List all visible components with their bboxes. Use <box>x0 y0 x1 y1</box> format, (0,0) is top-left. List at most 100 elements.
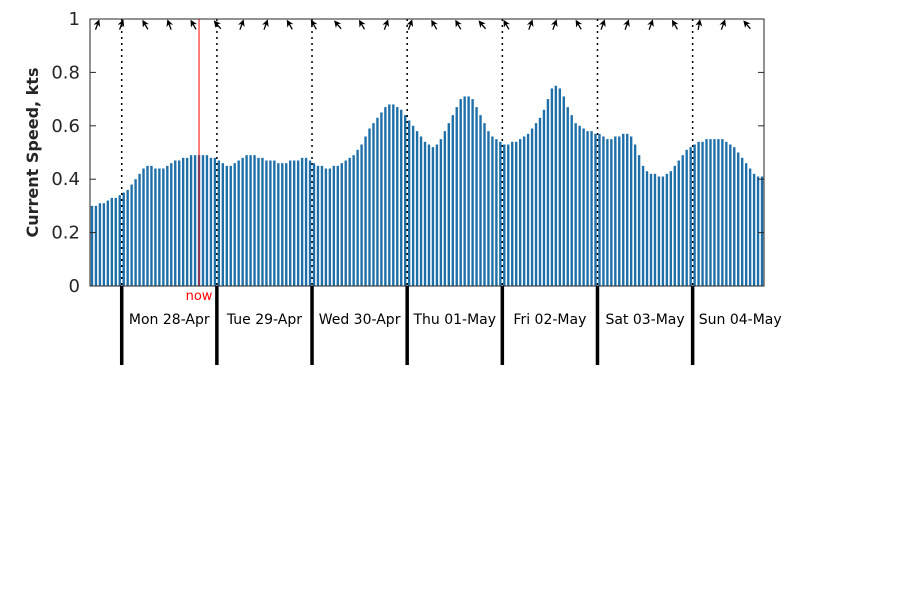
speed-bar <box>241 157 244 286</box>
speed-bar <box>479 115 482 287</box>
current-direction-arrow <box>359 19 366 30</box>
arrow-head <box>117 19 125 28</box>
speed-bar <box>507 144 510 286</box>
arrow-head <box>286 19 294 28</box>
current-direction-arrow <box>743 20 751 30</box>
speed-bar <box>562 96 565 287</box>
y-axis-ticks: 0 0.2 0.4 0.6 0.8 1 <box>51 9 764 297</box>
y-tick-label: 0.8 <box>51 62 80 83</box>
speed-bar <box>162 168 165 286</box>
speed-bar <box>150 165 153 286</box>
day-axis: Mon 28-Apr Tue 29-Apr Wed 30-Apr Thu 01-May… <box>119 286 782 365</box>
speed-bar <box>487 131 490 286</box>
speed-bar <box>467 96 470 287</box>
now-marker: now <box>186 19 213 304</box>
speed-bar <box>669 171 673 286</box>
speed-bar <box>689 147 692 286</box>
current-direction-arrow <box>93 19 101 30</box>
speed-bar <box>423 141 427 286</box>
speed-bar <box>491 136 494 286</box>
speed-bar <box>415 131 419 286</box>
speed-bar <box>483 123 486 286</box>
speed-bar <box>542 109 546 286</box>
direction-arrows <box>93 19 751 31</box>
speed-bar <box>277 163 280 286</box>
speed-bar <box>518 139 522 286</box>
current-direction-arrow <box>166 19 174 30</box>
arrow-head <box>695 19 703 27</box>
y-tick-label: 0.4 <box>51 169 80 190</box>
speed-bar <box>499 141 502 286</box>
speed-bar <box>94 205 98 286</box>
speed-bar <box>554 85 558 286</box>
speed-bar <box>602 136 605 286</box>
arrow-head <box>431 19 438 28</box>
current-direction-arrow <box>695 19 703 31</box>
speed-bar <box>360 144 363 286</box>
speed-bar <box>296 160 300 286</box>
speed-bar <box>697 141 700 286</box>
speed-bar <box>606 139 609 286</box>
speed-bar <box>594 133 597 286</box>
speed-bar <box>578 125 581 286</box>
speed-bar <box>657 176 661 286</box>
speed-bar <box>126 189 129 286</box>
current-direction-arrow <box>382 19 390 30</box>
current-direction-arrow <box>647 19 654 30</box>
speed-bar <box>380 112 383 286</box>
speed-bar <box>610 139 613 286</box>
speed-bar <box>142 168 145 286</box>
speed-bar <box>629 136 633 286</box>
speed-bar <box>637 155 641 286</box>
arrow-head <box>743 20 751 29</box>
speed-bar <box>170 163 173 286</box>
day-label: Tue 29-Apr <box>226 312 302 328</box>
y-tick-label: 1 <box>69 9 80 30</box>
speed-bar <box>582 128 585 286</box>
speed-bar <box>511 141 514 286</box>
arrow-head <box>599 19 606 28</box>
speed-bar <box>701 141 704 286</box>
speed-bar <box>269 160 272 286</box>
current-direction-arrow <box>334 20 342 30</box>
speed-bar <box>451 115 454 287</box>
speed-bar <box>146 165 149 286</box>
speed-bar <box>249 155 252 286</box>
speed-bar <box>233 163 236 286</box>
current-direction-arrow <box>142 19 149 30</box>
speed-bar <box>681 155 684 286</box>
speed-bar <box>665 173 669 286</box>
speed-bar <box>289 160 292 286</box>
speed-bar <box>304 157 308 286</box>
speed-bar <box>332 165 336 286</box>
speed-bar <box>744 163 748 286</box>
speed-bar <box>356 149 359 286</box>
arrow-head <box>503 19 510 28</box>
current-direction-arrow <box>526 19 534 30</box>
speed-bar <box>189 155 193 286</box>
speed-bar <box>717 139 720 286</box>
speed-bar <box>685 149 688 286</box>
speed-bar <box>475 107 478 286</box>
speed-bar <box>372 123 375 286</box>
speed-bar <box>396 107 399 286</box>
speed-bar <box>709 139 712 286</box>
speed-bar <box>400 109 403 286</box>
speed-bar <box>328 168 332 286</box>
speed-bar <box>653 173 657 286</box>
speed-bar <box>368 128 371 286</box>
speed-bar <box>261 157 264 286</box>
speed-bar <box>526 133 530 286</box>
day-label: Fri 02-May <box>513 312 586 328</box>
speed-bar <box>102 203 106 286</box>
speed-bar <box>245 155 248 286</box>
speed-bar <box>427 144 431 286</box>
arrow-head <box>310 19 318 28</box>
speed-bar <box>312 163 316 286</box>
speed-bar <box>257 157 260 286</box>
arrow-head <box>142 19 149 28</box>
arrow-head <box>647 19 654 28</box>
current-direction-arrow <box>431 19 438 30</box>
speed-bar <box>174 160 177 286</box>
